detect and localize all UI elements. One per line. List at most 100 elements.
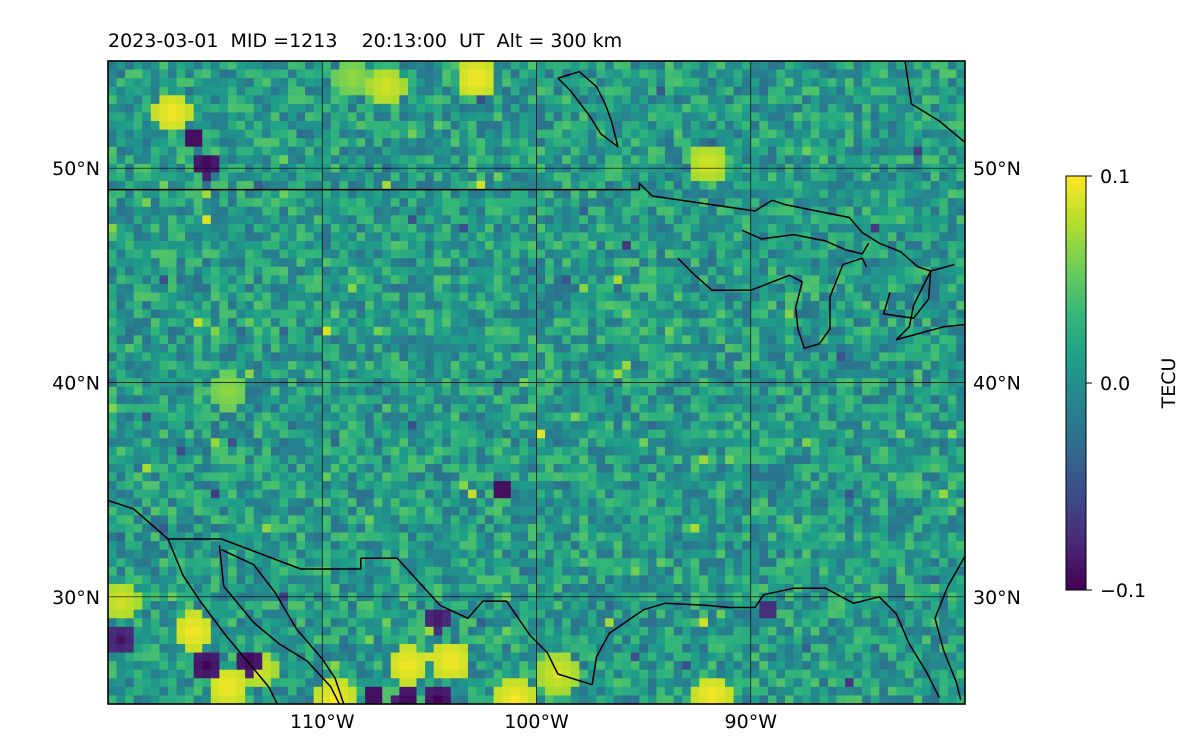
heatmap-cell <box>845 463 855 474</box>
heatmap-cell <box>767 129 778 139</box>
heatmap-cell <box>579 343 589 354</box>
heatmap-cell <box>579 258 589 268</box>
heatmap-cell <box>579 318 589 328</box>
heatmap-cell <box>767 369 778 379</box>
heatmap-cell <box>553 95 563 105</box>
heatmap-cell <box>725 69 735 79</box>
heatmap-cell <box>433 318 443 328</box>
heatmap-cell <box>330 146 340 156</box>
heatmap-cell <box>819 369 829 379</box>
heatmap-cell <box>485 352 495 362</box>
heatmap-cell <box>845 472 855 482</box>
heatmap-cell <box>845 86 855 96</box>
heatmap-cell <box>125 386 135 396</box>
heatmap-cell <box>493 463 503 474</box>
heatmap-cell <box>622 155 632 165</box>
heatmap-cell <box>493 352 503 362</box>
heatmap-cell <box>502 95 512 105</box>
heatmap-cell <box>639 232 649 242</box>
heatmap-cell <box>802 138 812 148</box>
heatmap-cell <box>947 129 958 139</box>
heatmap-cell <box>425 232 435 242</box>
heatmap-cell <box>810 155 820 165</box>
heatmap-cell <box>587 326 598 336</box>
heatmap-cell <box>365 198 375 208</box>
heatmap-cell <box>459 403 469 414</box>
heatmap-cell <box>776 112 786 122</box>
heatmap-cell <box>116 138 126 148</box>
heatmap-cell <box>416 249 426 259</box>
heatmap-cell <box>665 223 675 234</box>
heatmap-cell <box>579 172 589 182</box>
heatmap-cell <box>699 309 709 319</box>
heatmap-cell <box>827 429 838 439</box>
heatmap-cell <box>716 386 726 396</box>
heatmap-cell <box>347 326 358 336</box>
heatmap-cell <box>270 172 280 182</box>
heatmap-cell <box>750 275 760 285</box>
heatmap-cell <box>836 438 846 448</box>
heatmap-cell <box>167 343 178 354</box>
heatmap-cell <box>442 258 452 268</box>
heatmap-cell <box>416 318 426 328</box>
heatmap-cell <box>922 198 932 208</box>
heatmap-cell <box>219 103 229 114</box>
heatmap-cell <box>759 429 769 439</box>
heatmap-cell <box>219 112 229 122</box>
heatmap-cell <box>193 438 203 448</box>
heatmap-cell <box>142 429 152 439</box>
heatmap-cell <box>159 129 169 139</box>
heatmap-cell <box>459 343 469 354</box>
heatmap-cell <box>879 129 889 139</box>
heatmap-cell <box>656 129 666 139</box>
heatmap-cell <box>622 446 632 456</box>
heatmap-cell <box>159 181 169 191</box>
heatmap-cell <box>630 172 640 182</box>
heatmap-cell <box>279 189 289 199</box>
heatmap-cell <box>545 301 555 311</box>
heatmap-cell <box>716 129 726 139</box>
heatmap-cell <box>613 283 623 294</box>
heatmap-cell <box>759 395 769 405</box>
heatmap-cell <box>399 172 409 182</box>
heatmap-cell <box>793 78 803 88</box>
heatmap-cell <box>819 438 829 448</box>
heatmap-cell <box>853 112 863 122</box>
heatmap-cell <box>767 266 778 276</box>
heatmap-cell <box>587 309 598 319</box>
heatmap-cell <box>956 112 965 122</box>
heatmap-cell <box>810 386 820 396</box>
heatmap-cell <box>399 403 409 414</box>
heatmap-cell <box>690 223 700 234</box>
heatmap-cell <box>253 69 263 79</box>
heatmap-cell <box>253 446 263 456</box>
heatmap-cell <box>459 121 469 131</box>
heatmap-cell <box>485 361 495 371</box>
heatmap-cell <box>853 292 863 302</box>
heatmap-cell <box>862 472 872 482</box>
heatmap-cell <box>716 266 726 276</box>
heatmap-cell <box>553 232 563 242</box>
heatmap-cell <box>519 301 529 311</box>
heatmap-cell <box>776 283 786 294</box>
heatmap-cell <box>476 446 486 456</box>
heatmap-cell <box>613 301 623 311</box>
heatmap-cell <box>827 421 838 431</box>
heatmap-cell <box>922 472 932 482</box>
heatmap-cell <box>605 103 615 114</box>
heatmap-cell <box>296 112 306 122</box>
heatmap-cell <box>202 69 212 79</box>
heatmap-cell <box>125 352 135 362</box>
heatmap-cell <box>485 129 495 139</box>
heatmap-cell <box>673 318 683 328</box>
heatmap-cell <box>759 472 769 482</box>
heatmap-cell <box>193 421 203 431</box>
heatmap-cell <box>545 386 555 396</box>
heatmap-cell <box>545 438 555 448</box>
heatmap-cell <box>202 438 212 448</box>
heatmap-cell <box>150 352 161 362</box>
heatmap-cell <box>819 446 829 456</box>
heatmap-cell <box>227 309 238 319</box>
heatmap-cell <box>613 343 623 354</box>
heatmap-cell <box>605 181 615 191</box>
